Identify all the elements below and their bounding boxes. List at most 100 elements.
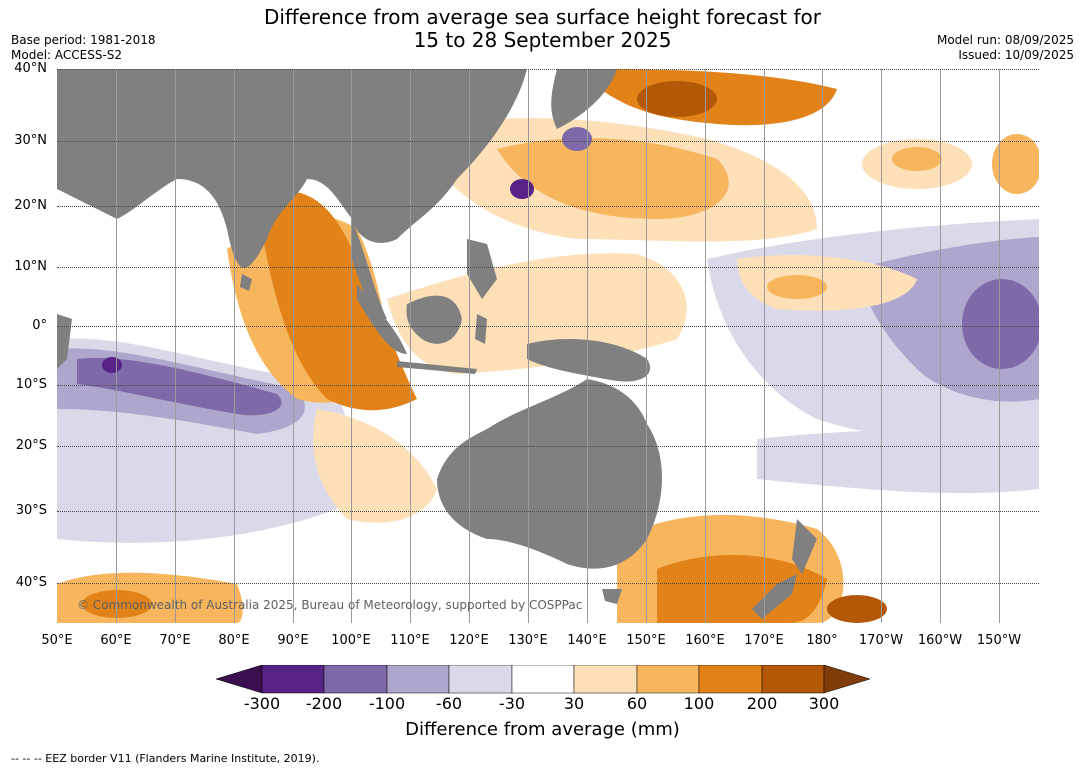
map-field [57, 69, 1039, 623]
grid-line-lon-170w [881, 69, 882, 623]
anomaly-central-pacific-max [767, 275, 827, 299]
grid-line-lat-20n [57, 206, 1039, 207]
grid-line-lat-30n [57, 141, 1039, 142]
colorbar-segment-above-300 [823, 665, 870, 694]
meta-right: Model run: 08/09/2025 Issued: 10/09/2025 [937, 33, 1074, 63]
colorbar-tick-60: 60 [626, 694, 648, 713]
grid-line-lat-40s [57, 583, 1039, 584]
issued-label: Issued: 10/09/2025 [958, 48, 1074, 62]
lon-label-170w: 170°W [858, 633, 904, 648]
anomaly-eastern-indian-ocean [313, 409, 437, 523]
model-run-label: Model run: 08/09/2025 [936, 33, 1074, 47]
lat-label-30n: 30°N [14, 133, 47, 148]
anomaly-philippine-sea-min [510, 179, 534, 199]
land-philippines [467, 239, 497, 299]
land-tasmania [602, 589, 622, 604]
meta-left: Base period: 1981-2018 Model: ACCESS-S2 [11, 33, 156, 63]
eez-footnote: -- -- -- EEZ border V11 (Flanders Marine… [11, 752, 320, 765]
lon-label-70e: 70°E [159, 633, 191, 648]
land-indochina [352, 219, 387, 319]
grid-line-lat-10n [57, 267, 1039, 268]
colorbar-tick-neg30: -30 [498, 694, 526, 713]
colorbar-segment-30-30 [511, 665, 575, 694]
chart-title-line-1: Difference from average sea surface heig… [263, 5, 822, 29]
land-masses [57, 69, 817, 619]
grid-line-lat-30s [57, 511, 1039, 512]
grid-line-lat-20s [57, 446, 1039, 447]
lat-label-20s: 20°S [15, 438, 47, 453]
colorbar-tick-neg100: -100 [368, 694, 406, 713]
lon-label-120e: 120°E [449, 633, 489, 648]
lon-label-100e: 100°E [331, 633, 371, 648]
anomaly-tasman-sea-core [657, 555, 827, 623]
anomaly-maritime-continent [257, 191, 417, 411]
land-java [397, 361, 477, 374]
grid-line-lon-60e [116, 69, 117, 623]
colorbar-label: Difference from average (mm) [405, 719, 680, 740]
lon-label-50e: 50°E [41, 633, 73, 648]
anomaly-field [57, 69, 1039, 623]
colorbar-segment-200-300 [761, 665, 825, 694]
lon-label-130e: 130°E [508, 633, 548, 648]
colorbar [216, 665, 870, 694]
colorbar-segment-below-300 [216, 665, 263, 694]
lat-label-10n: 10°N [14, 259, 47, 274]
colorbar-tick-100: 100 [683, 694, 715, 713]
base-period-label: Base period: 1981-2018 [11, 33, 156, 47]
grid-line-lon-150e [646, 69, 647, 623]
lat-label-30s: 30°S [15, 503, 47, 518]
lon-label-110e: 110°E [390, 633, 430, 648]
colorbar-tick-200: 200 [746, 694, 778, 713]
lat-label-equator: 0° [32, 318, 47, 333]
land-korea-japan [551, 69, 617, 129]
lon-label-150w: 150°W [976, 633, 1022, 648]
lon-label-150e: 150°E [626, 633, 666, 648]
lon-label-170e: 170°E [744, 633, 784, 648]
anomaly-indian-ocean-low [77, 358, 282, 416]
land-borneo [406, 295, 462, 344]
land-sri-lanka [240, 274, 252, 291]
colorbar-segment-60-30 [448, 665, 513, 694]
colorbar-tick-neg200: -200 [305, 694, 343, 713]
land-new-guinea [527, 339, 651, 382]
grid-line-lon-160w [940, 69, 941, 623]
grid-line-lon-170e [764, 69, 765, 623]
anomaly-japan-min [562, 127, 592, 151]
colorbar-segment-200-100 [323, 665, 388, 694]
lon-label-180: 180° [806, 633, 838, 648]
lon-label-80e: 80°E [218, 633, 250, 648]
land-australia [437, 379, 662, 569]
lon-label-60e: 60°E [100, 633, 132, 648]
grid-line-lon-90e [293, 69, 294, 623]
lat-label-40s: 40°S [15, 575, 47, 590]
grid-line-lon-120e [469, 69, 470, 623]
colorbar-tick-30: 30 [563, 694, 585, 713]
model-label: Model: ACCESS-S2 [11, 48, 123, 62]
chart-title-line-2: 15 to 28 September 2025 [413, 28, 672, 52]
anomaly-tasman-sea-max [827, 595, 887, 623]
grid-line-lon-180 [822, 69, 823, 623]
colorbar-segment-30-60 [573, 665, 638, 694]
land-asia [57, 69, 527, 268]
colorbar-segment-100-200 [698, 665, 763, 694]
lat-label-20n: 20°N [14, 198, 47, 213]
colorbar-segment-60-100 [636, 665, 700, 694]
grid-line-lon-130e [528, 69, 529, 623]
lat-label-10s: 10°S [15, 377, 47, 392]
colorbar-segment-300-200 [261, 665, 325, 694]
anomaly-indian-ocean-min [102, 357, 122, 373]
anomaly-eastern-pacific-min [962, 279, 1039, 369]
grid-line-lon-160e [705, 69, 706, 623]
colorbar-segment-100-60 [386, 665, 450, 694]
colorbar-tick-neg300: -300 [243, 694, 281, 713]
anomaly-north-pacific-core [497, 138, 729, 219]
land-madagascar [57, 314, 72, 369]
anomaly-kuroshio-max [637, 81, 717, 117]
lon-label-160e: 160°E [685, 633, 725, 648]
land-new-zealand-north [792, 519, 817, 574]
grid-line-lon-100e [351, 69, 352, 623]
anomaly-north-central-pacific-max [892, 147, 942, 171]
anomaly-southern-ocean-east [757, 424, 1039, 494]
land-sulawesi [475, 314, 487, 344]
grid-line-lon-110e [410, 69, 411, 623]
